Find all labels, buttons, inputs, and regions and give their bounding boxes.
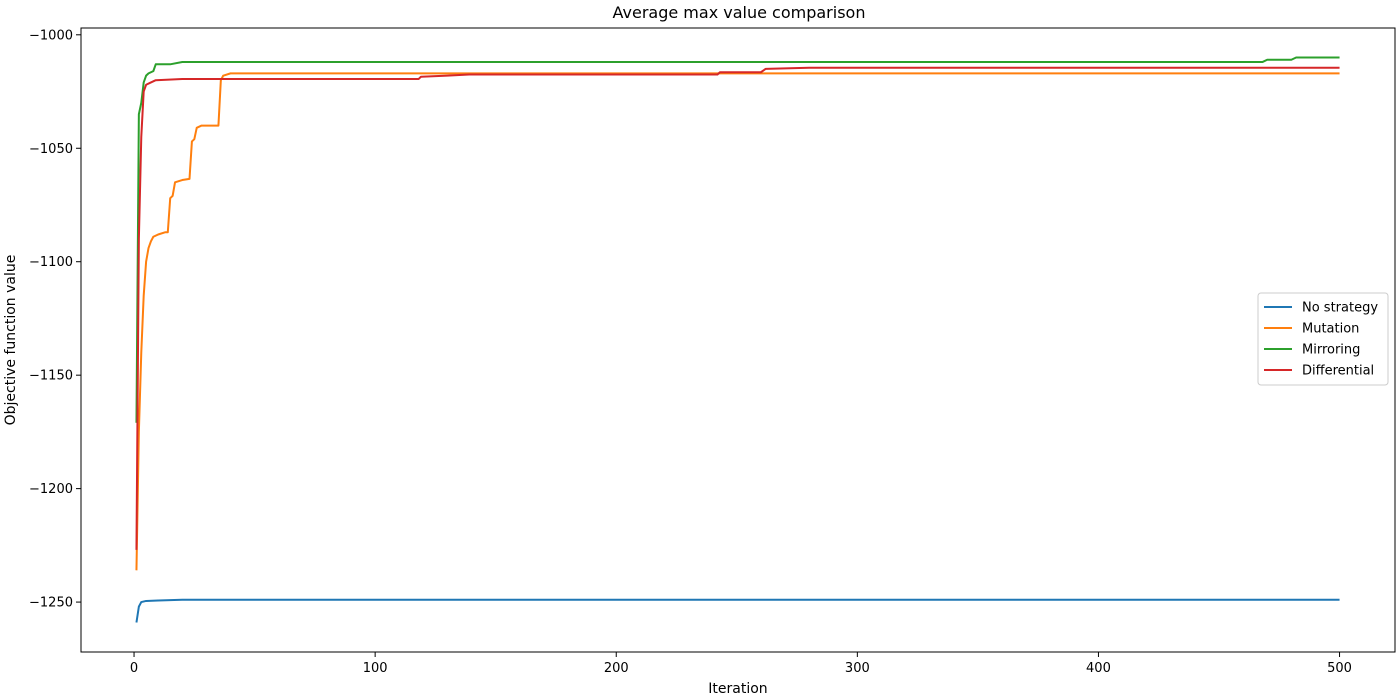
legend-label: Mutation [1302,322,1359,337]
x-tick-label: 200 [604,661,629,676]
x-tick-label: 400 [1086,661,1111,676]
y-tick-label: −1200 [29,482,73,497]
y-tick-label: −1150 [29,369,73,384]
x-tick-label: 0 [130,661,138,676]
y-axis: −1250 −1200 −1150 −1100 −1050 −1000 [29,28,81,611]
series-lines [135,56,1340,623]
x-axis-label: Iteration [708,681,767,697]
x-axis: 0 100 200 300 400 500 [130,652,1352,676]
series-line-mutation [135,72,1340,571]
y-tick-label: −1050 [29,142,73,157]
y-tick-label: −1100 [29,255,73,270]
series-line-no-strategy [135,598,1340,623]
x-tick-label: 300 [845,661,870,676]
y-tick-label: −1000 [29,28,73,43]
legend-label: Mirroring [1302,343,1360,358]
y-tick-label: −1250 [29,596,73,611]
legend-label: Differential [1302,364,1374,379]
chart-title: Average max value comparison [613,3,866,22]
series-line-differential [135,66,1340,550]
y-axis-label: Objective function value [3,255,19,426]
legend-box [1257,292,1389,386]
legend-label: No strategy [1302,301,1378,316]
x-tick-label: 500 [1327,661,1352,676]
legend: No strategy Mutation Mirroring Differential [1257,292,1389,386]
x-tick-label: 100 [363,661,388,676]
plot-area-frame [80,27,1396,653]
series-line-mirroring [135,56,1340,423]
